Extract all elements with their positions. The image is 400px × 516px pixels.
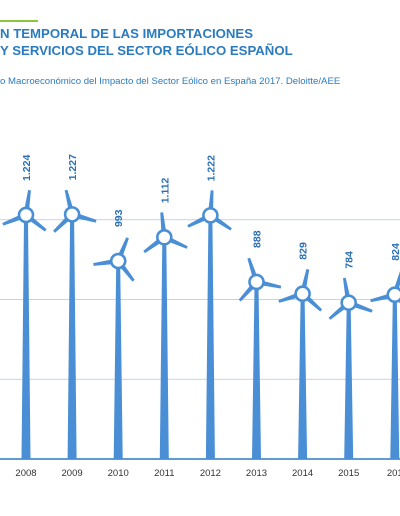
turbine-bar: [187, 190, 232, 459]
value-label: 1.224: [21, 155, 33, 181]
turbine-tower: [67, 218, 77, 459]
turbine-blade: [117, 237, 129, 258]
turbine-bar: [53, 189, 97, 459]
turbine-blade: [238, 284, 255, 302]
turbine-blade: [119, 263, 135, 282]
turbine-tower: [159, 241, 169, 459]
turbine-blade: [208, 190, 214, 211]
turbine-hub: [248, 273, 265, 291]
turbine-blade: [370, 293, 391, 303]
turbine-hub: [63, 206, 81, 223]
turbine-blade: [76, 213, 97, 223]
x-tick-label: 2015: [338, 468, 359, 479]
turbine-tower: [390, 298, 400, 459]
turbine-bar: [2, 190, 47, 459]
x-tick-label: 2014: [292, 468, 313, 479]
turbine-blade: [393, 271, 400, 291]
value-label: 1.222: [205, 155, 217, 181]
x-tick-label: 2008: [15, 468, 36, 479]
turbine-hub: [340, 294, 358, 311]
turbine-blade: [143, 238, 162, 254]
turbine-bar: [93, 237, 135, 459]
x-tick-label: 2011: [154, 468, 174, 479]
title-accent-rule: [0, 20, 38, 22]
turbine-blade: [260, 280, 282, 289]
turbine-hub: [386, 286, 400, 304]
x-tick-label: 2010: [108, 468, 129, 479]
turbine-blade: [304, 295, 323, 312]
value-label: 1.112: [159, 177, 171, 203]
value-label: 1.227: [67, 154, 79, 180]
x-tick-label: 2013: [246, 468, 267, 479]
chart-title-line-2: Y SERVICIOS DEL SECTOR EÓLICO ESPAÑOL: [0, 42, 293, 58]
turbine-hub: [202, 207, 219, 224]
turbine-tower: [205, 219, 215, 459]
turbine-blade: [352, 302, 373, 313]
turbine-hub: [294, 285, 311, 303]
turbine-hub: [156, 228, 173, 246]
turbine-blade: [167, 237, 188, 249]
turbine-bar: [328, 277, 373, 459]
turbine-blade: [301, 269, 310, 290]
turbine-blade: [93, 259, 114, 266]
turbine-hub: [17, 206, 35, 224]
turbine-tower: [21, 218, 31, 459]
value-label: 888: [252, 230, 264, 248]
value-label: 829: [298, 242, 310, 260]
turbine-blade: [187, 215, 207, 228]
turbine-bar: [278, 269, 323, 459]
turbine-blade: [343, 277, 351, 299]
turbine-bar: [370, 271, 400, 459]
turbine-bar: [238, 257, 282, 459]
turbine-bar: [143, 212, 188, 459]
value-label: 824: [390, 243, 400, 261]
turbine-blade: [24, 190, 31, 211]
value-label: 784: [344, 251, 356, 269]
turbine-blade: [328, 304, 347, 320]
turbine-tower: [298, 297, 308, 459]
chart-source-note: o Macroeconómico del Impacto del Sector …: [0, 76, 341, 87]
turbine-blade: [213, 216, 232, 231]
turbine-tower: [344, 306, 354, 459]
turbine-tower: [252, 285, 261, 459]
turbine-blade: [247, 257, 258, 278]
value-label: 993: [113, 209, 125, 227]
turbine-blade: [28, 216, 47, 232]
x-tick-label: 201: [387, 468, 400, 479]
chart-title: N TEMPORAL DE LAS IMPORTACIONES Y SERVIC…: [0, 26, 400, 59]
turbine-tower: [113, 265, 123, 459]
x-tick-label: 2009: [62, 468, 83, 479]
gridlines: [0, 219, 400, 380]
chart-title-line-1: N TEMPORAL DE LAS IMPORTACIONES: [0, 26, 254, 41]
x-tick-label: 2012: [200, 468, 221, 479]
turbine-blade: [2, 214, 23, 226]
turbine-blade: [160, 212, 167, 233]
turbine-blade: [278, 293, 299, 303]
turbine-blade: [64, 189, 74, 211]
turbine-blade: [53, 216, 71, 233]
turbine-hub: [109, 252, 127, 270]
